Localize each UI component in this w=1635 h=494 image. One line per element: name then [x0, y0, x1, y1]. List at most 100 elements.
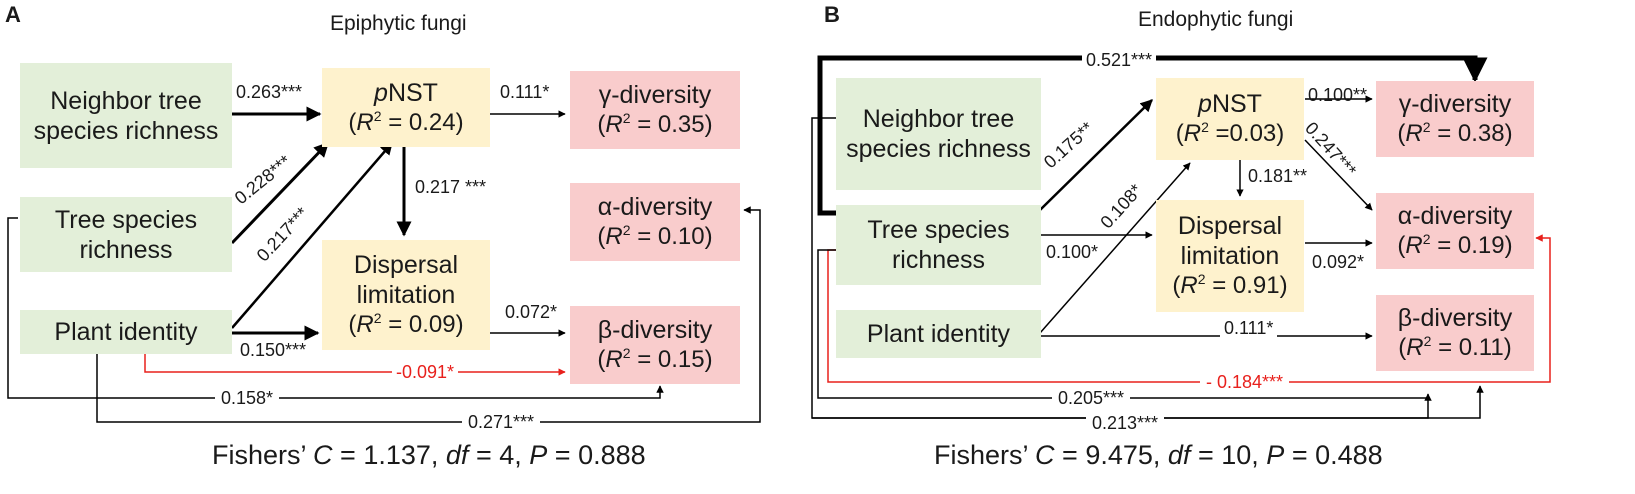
panel-b-label: B — [824, 2, 840, 27]
pnst-r2: (R2 = 0.24) — [348, 107, 464, 136]
beta-r2: (R2 = 0.15) — [597, 345, 713, 374]
pnst-box: pNST (R2 = 0.24) — [322, 68, 490, 147]
coef-pnst-gamma-b: 0.100** — [1308, 85, 1368, 105]
fisher-a-df-value: = 4, — [475, 440, 522, 470]
alpha-label: α-diversity — [597, 193, 713, 222]
beta-r2-b: (R2 = 0.11) — [1398, 333, 1512, 362]
panel-a-title: Epiphytic fungi — [330, 12, 467, 35]
dispersal-r2-b: (R2 = 0.91) — [1172, 271, 1288, 300]
coef-neighbor-pnst: 0.263*** — [236, 82, 303, 102]
path-tree-beta — [7, 217, 664, 399]
dispersal-r2: (R2 = 0.09) — [348, 310, 464, 339]
gamma-r2: (R2 = 0.35) — [597, 110, 713, 139]
path-pnst-alpha — [1304, 139, 1373, 211]
path-tree-pnst — [230, 141, 330, 245]
alpha-r2-b: (R2 = 0.19) — [1397, 231, 1513, 260]
fisher-a-c-value: = 1.137, — [340, 440, 439, 470]
pnst-name: NST — [387, 78, 438, 107]
dispersal-r2-value: 0.09 — [408, 311, 456, 339]
beta-r2-value: 0.15 — [657, 346, 705, 374]
beta-r2-value-b: 0.11 — [1458, 334, 1504, 362]
alpha-r2-value-b: 0.19 — [1457, 232, 1505, 260]
coef-plant-dispersal: 0.150*** — [240, 340, 307, 360]
coef-tree-beta: 0.158* — [215, 388, 280, 409]
panel-a: A Epiphytic fungi Neighbor tree species … — [0, 0, 805, 494]
tree-richness-label-b: Tree species richness — [867, 216, 1010, 274]
pnst-name-b: NST — [1211, 90, 1262, 119]
dispersal-label: Dispersal limitation — [353, 251, 459, 310]
path-plant-pnst — [1039, 162, 1191, 334]
pnst-label: pNST — [374, 78, 438, 107]
fisher-stat-b: Fishers’ C = 9.475, df = 10, P = 0.488 — [934, 440, 1383, 471]
path-plant-beta-bottom-visible — [812, 385, 1484, 419]
fisher-b-p: P — [1266, 440, 1285, 470]
fisher-stat-a: Fishers’ C = 1.137, df = 4, P = 0.888 — [212, 440, 646, 471]
beta-box: β-diversity (R2 = 0.15) — [570, 306, 740, 384]
plant-identity-label-b: Plant identity — [866, 320, 1011, 348]
path-plant-alpha — [96, 206, 761, 423]
panel-a-paths — [7, 106, 761, 423]
fisher-b-prefix: Fishers’ — [934, 440, 1028, 470]
plant-identity-box-b: Plant identity — [836, 310, 1041, 358]
fisher-b-c-value: = 9.475, — [1062, 440, 1161, 470]
fisher-a-c: C — [313, 440, 333, 470]
fisher-a-df: df — [445, 440, 469, 470]
coef-pnst-gamma: 0.111* — [500, 82, 550, 102]
coef-tree-beta-b: 0.205*** — [1052, 388, 1131, 409]
dispersal-label-b: Dispersal limitation — [1177, 212, 1283, 271]
dispersal-r2-value-b: 0.91 — [1232, 272, 1280, 300]
fisher-b-df: df — [1167, 440, 1191, 470]
coef-pnst-dispersal-b: 0.181** — [1248, 166, 1308, 186]
panel-b-title: Endophytic fungi — [1138, 8, 1294, 31]
dispersal-box-b: Dispersal limitation (R2 = 0.91) — [1156, 200, 1304, 312]
gamma-box-b: γ-diversity (R2 = 0.38) — [1376, 81, 1534, 157]
coef-plant-alpha: 0.271*** — [462, 412, 541, 433]
alpha-r2-value: 0.10 — [657, 223, 705, 251]
beta-box-b: β-diversity (R2 = 0.11) — [1376, 295, 1534, 371]
path-plant-beta-negative — [144, 352, 566, 376]
tree-richness-box: Tree species richness — [20, 197, 232, 272]
fisher-a-p-value: = 0.888 — [554, 440, 646, 470]
neighbor-richness-box-b: Neighbor tree species richness — [836, 78, 1041, 190]
alpha-box: α-diversity (R2 = 0.10) — [570, 183, 740, 261]
fisher-a-prefix: Fishers’ — [212, 440, 306, 470]
alpha-box-b: α-diversity (R2 = 0.19) — [1376, 193, 1534, 269]
gamma-r2-value-b: 0.38 — [1457, 120, 1505, 148]
panel-b: B Endophytic fungi Neighbor tree species… — [811, 0, 1635, 494]
coef-plant-beta-negative: -0.091* — [392, 362, 459, 383]
fisher-a-p: P — [529, 440, 548, 470]
tree-richness-label: Tree species richness — [54, 205, 198, 264]
panel-a-label: A — [5, 2, 21, 27]
fisher-b-c: C — [1035, 440, 1055, 470]
dispersal-box: Dispersal limitation (R2 = 0.09) — [322, 240, 490, 350]
path-tree-gamma-top — [817, 55, 1488, 216]
coef-plant-beta-bottom-b: 0.213*** — [1086, 413, 1165, 434]
fisher-b-df-value: = 10, — [1197, 440, 1259, 470]
alpha-label-b: α-diversity — [1397, 202, 1513, 231]
coef-dispersal-beta: 0.072* — [505, 302, 558, 322]
coef-tree-dispersal-b: 0.100* — [1046, 242, 1099, 262]
neighbor-richness-label: Neighbor tree species richness — [33, 86, 219, 145]
plant-identity-label: Plant identity — [54, 318, 198, 346]
gamma-label: γ-diversity — [598, 81, 712, 110]
path-plant-pnst — [231, 142, 393, 329]
fisher-b-p-value: = 0.488 — [1291, 440, 1383, 470]
coef-dispersal-alpha-b: 0.092* — [1312, 252, 1365, 272]
gamma-label-b: γ-diversity — [1398, 90, 1512, 119]
gamma-r2-value: 0.35 — [657, 111, 705, 139]
coef-tree-alpha-negative-b: - 0.184*** — [1200, 372, 1290, 393]
pnst-label-b: pNST — [1198, 90, 1262, 119]
beta-label-b: β-diversity — [1397, 304, 1513, 333]
gamma-r2-b: (R2 = 0.38) — [1397, 119, 1513, 148]
neighbor-richness-box: Neighbor tree species richness — [20, 63, 232, 168]
pnst-r2-value: 0.24 — [408, 108, 456, 136]
pnst-r2-b: (R2 =0.03) — [1175, 119, 1285, 148]
beta-label: β-diversity — [597, 316, 713, 345]
tree-richness-box-b: Tree species richness — [836, 205, 1041, 285]
path-tree-pnst — [1039, 99, 1153, 211]
coef-tree-gamma-top: 0.521*** — [1082, 50, 1157, 71]
coef-pnst-dispersal: 0.217 *** — [415, 177, 487, 197]
gamma-box: γ-diversity (R2 = 0.35) — [570, 71, 740, 149]
pnst-box-b: pNST (R2 =0.03) — [1156, 78, 1304, 160]
alpha-r2: (R2 = 0.10) — [597, 222, 713, 251]
